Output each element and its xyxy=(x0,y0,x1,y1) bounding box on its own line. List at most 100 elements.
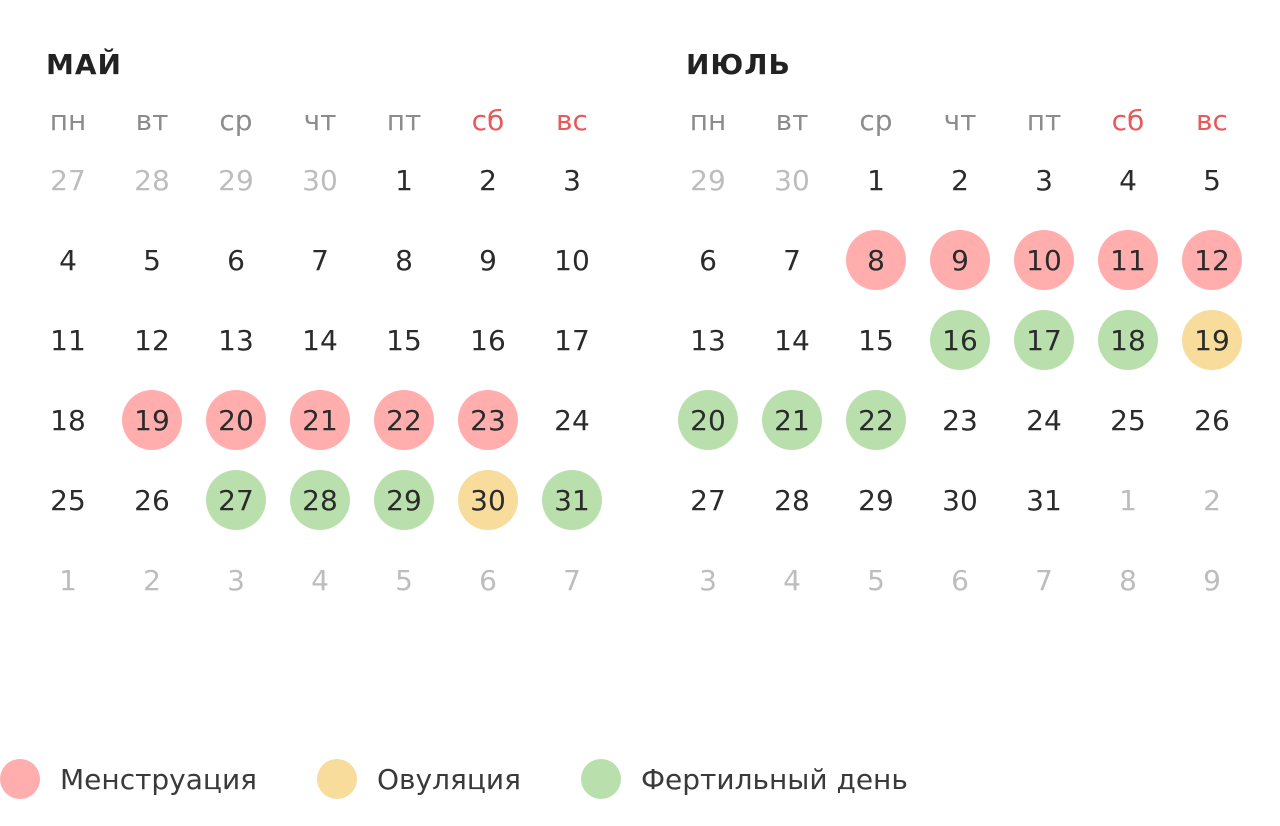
day-cell-fertile[interactable]: 29 xyxy=(362,460,446,540)
day-number: 29 xyxy=(690,163,726,197)
day-cell[interactable]: 30 xyxy=(918,460,1002,540)
day-number: 1 xyxy=(59,563,77,597)
day-number: 10 xyxy=(1014,230,1074,290)
day-cell[interactable]: 3 xyxy=(1002,140,1086,220)
day-cell-other-month[interactable]: 6 xyxy=(918,540,1002,620)
weekday-header: чт xyxy=(303,103,337,137)
day-cell[interactable]: 15 xyxy=(834,300,918,380)
day-cell[interactable]: 11 xyxy=(26,300,110,380)
day-cell-ovulation[interactable]: 19 xyxy=(1170,300,1254,380)
day-cell-menstruation[interactable]: 12 xyxy=(1170,220,1254,300)
day-cell[interactable]: 13 xyxy=(194,300,278,380)
day-cell[interactable]: 26 xyxy=(110,460,194,540)
day-cell-other-month[interactable]: 5 xyxy=(362,540,446,620)
day-cell-menstruation[interactable]: 10 xyxy=(1002,220,1086,300)
day-cell[interactable]: 23 xyxy=(918,380,1002,460)
day-cell[interactable]: 7 xyxy=(750,220,834,300)
day-cell[interactable]: 5 xyxy=(1170,140,1254,220)
day-cell-other-month[interactable]: 1 xyxy=(26,540,110,620)
day-cell[interactable]: 26 xyxy=(1170,380,1254,460)
day-cell[interactable]: 18 xyxy=(26,380,110,460)
day-cell-fertile[interactable]: 16 xyxy=(918,300,1002,380)
day-cell-other-month[interactable]: 7 xyxy=(1002,540,1086,620)
day-cell[interactable]: 14 xyxy=(278,300,362,380)
day-cell-menstruation[interactable]: 9 xyxy=(918,220,1002,300)
day-cell[interactable]: 6 xyxy=(194,220,278,300)
day-cell[interactable]: 14 xyxy=(750,300,834,380)
day-cell-other-month[interactable]: 5 xyxy=(834,540,918,620)
day-cell[interactable]: 7 xyxy=(278,220,362,300)
day-cell[interactable]: 4 xyxy=(26,220,110,300)
day-cell-fertile[interactable]: 18 xyxy=(1086,300,1170,380)
day-cell[interactable]: 15 xyxy=(362,300,446,380)
day-cell[interactable]: 2 xyxy=(918,140,1002,220)
day-cell-fertile[interactable]: 28 xyxy=(278,460,362,540)
day-cell-menstruation[interactable]: 22 xyxy=(362,380,446,460)
day-cell-menstruation[interactable]: 20 xyxy=(194,380,278,460)
day-cell-menstruation[interactable]: 23 xyxy=(446,380,530,460)
day-cell[interactable]: 3 xyxy=(530,140,614,220)
day-cell[interactable]: 4 xyxy=(1086,140,1170,220)
day-cell-fertile[interactable]: 21 xyxy=(750,380,834,460)
day-cell[interactable]: 25 xyxy=(1086,380,1170,460)
day-cell[interactable]: 25 xyxy=(26,460,110,540)
day-cell-fertile[interactable]: 20 xyxy=(666,380,750,460)
day-number: 25 xyxy=(1110,403,1146,437)
day-cell[interactable]: 1 xyxy=(834,140,918,220)
day-cell-other-month[interactable]: 2 xyxy=(110,540,194,620)
day-cell-other-month[interactable]: 6 xyxy=(446,540,530,620)
day-cell[interactable]: 31 xyxy=(1002,460,1086,540)
day-cell-other-month[interactable]: 29 xyxy=(666,140,750,220)
day-cell-fertile[interactable]: 27 xyxy=(194,460,278,540)
day-cell[interactable]: 29 xyxy=(834,460,918,540)
day-cell-other-month[interactable]: 1 xyxy=(1086,460,1170,540)
day-cell[interactable]: 6 xyxy=(666,220,750,300)
day-cell[interactable]: 1 xyxy=(362,140,446,220)
day-cell[interactable]: 24 xyxy=(530,380,614,460)
day-cell-ovulation[interactable]: 30 xyxy=(446,460,530,540)
day-cell-other-month[interactable]: 29 xyxy=(194,140,278,220)
day-cell-other-month[interactable]: 3 xyxy=(194,540,278,620)
day-cell[interactable]: 16 xyxy=(446,300,530,380)
day-cell-other-month[interactable]: 3 xyxy=(666,540,750,620)
day-cell[interactable]: 10 xyxy=(530,220,614,300)
day-number: 2 xyxy=(479,163,497,197)
day-number: 5 xyxy=(395,563,413,597)
day-cell-menstruation[interactable]: 8 xyxy=(834,220,918,300)
day-cell-fertile[interactable]: 22 xyxy=(834,380,918,460)
day-cell-fertile[interactable]: 31 xyxy=(530,460,614,540)
day-cell[interactable]: 13 xyxy=(666,300,750,380)
day-number: 1 xyxy=(395,163,413,197)
day-cell-other-month[interactable]: 2 xyxy=(1170,460,1254,540)
day-cell-menstruation[interactable]: 11 xyxy=(1086,220,1170,300)
day-number: 3 xyxy=(699,563,717,597)
day-cell-other-month[interactable]: 30 xyxy=(750,140,834,220)
day-number: 4 xyxy=(783,563,801,597)
day-cell-other-month[interactable]: 27 xyxy=(26,140,110,220)
day-cell-other-month[interactable]: 28 xyxy=(110,140,194,220)
day-cell-other-month[interactable]: 30 xyxy=(278,140,362,220)
day-cell[interactable]: 17 xyxy=(530,300,614,380)
day-cell[interactable]: 9 xyxy=(446,220,530,300)
day-cell-other-month[interactable]: 8 xyxy=(1086,540,1170,620)
day-cell[interactable]: 5 xyxy=(110,220,194,300)
day-cell-other-month[interactable]: 9 xyxy=(1170,540,1254,620)
day-cell-menstruation[interactable]: 21 xyxy=(278,380,362,460)
day-cell[interactable]: 12 xyxy=(110,300,194,380)
day-cell-other-month[interactable]: 4 xyxy=(750,540,834,620)
day-cell[interactable]: 27 xyxy=(666,460,750,540)
day-number: 15 xyxy=(386,323,422,357)
day-cell-menstruation[interactable]: 19 xyxy=(110,380,194,460)
day-number: 28 xyxy=(774,483,810,517)
day-cell-other-month[interactable]: 7 xyxy=(530,540,614,620)
day-cell-fertile[interactable]: 17 xyxy=(1002,300,1086,380)
day-cell[interactable]: 2 xyxy=(446,140,530,220)
weekday-header: ср xyxy=(859,103,893,137)
day-cell-other-month[interactable]: 4 xyxy=(278,540,362,620)
day-number: 3 xyxy=(1035,163,1053,197)
legend-item-fertile: Фертильный день xyxy=(580,759,908,799)
day-cell[interactable]: 24 xyxy=(1002,380,1086,460)
day-cell[interactable]: 8 xyxy=(362,220,446,300)
day-cell[interactable]: 28 xyxy=(750,460,834,540)
weekday-header: вт xyxy=(135,103,169,137)
